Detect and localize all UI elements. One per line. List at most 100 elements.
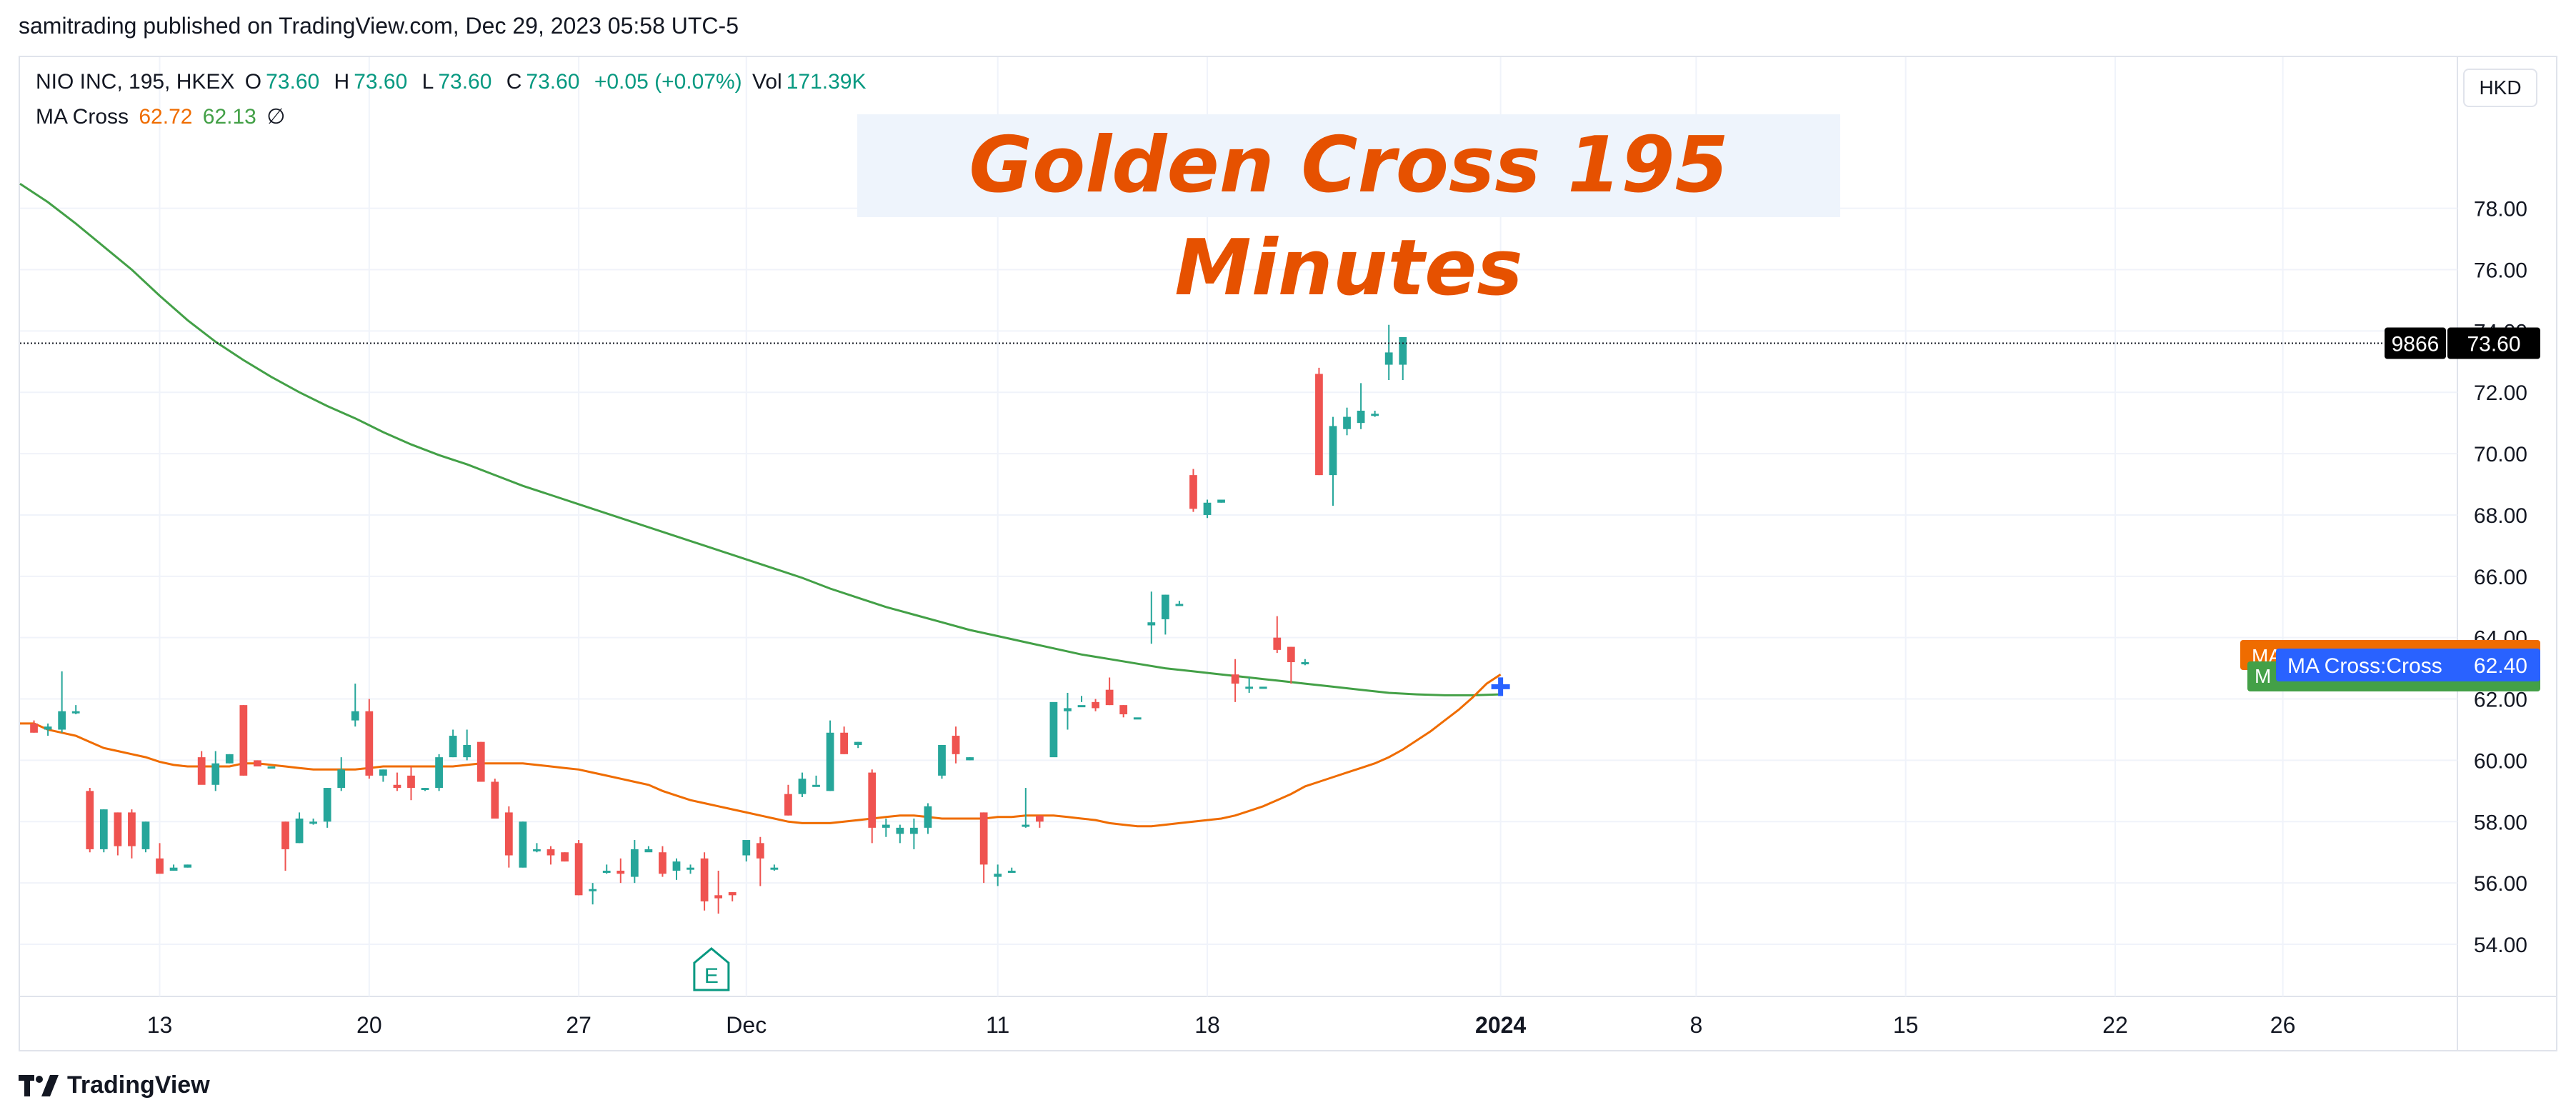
candle-body (784, 794, 792, 816)
candle (169, 864, 178, 871)
ma-fast-line (20, 673, 1502, 828)
candle (337, 757, 346, 791)
candle-body (714, 895, 723, 899)
candle-body (44, 726, 52, 730)
y-tick-label: 72.00 (2474, 381, 2527, 405)
candle (1217, 499, 1225, 503)
candle (449, 729, 457, 758)
candle-body (197, 757, 206, 785)
x-tick-label: 27 (566, 1012, 591, 1038)
candle-body (169, 867, 178, 871)
candle (1022, 788, 1030, 828)
candle-body (463, 744, 471, 758)
candle (99, 809, 108, 853)
candle (393, 772, 401, 791)
candle-body (1119, 705, 1128, 715)
candle (1077, 696, 1086, 708)
ma-cross-symbol: ∅ (266, 105, 286, 129)
candle (435, 754, 443, 791)
candle-body (1287, 646, 1295, 663)
title-annotation[interactable]: Golden Cross 195 Minutes (857, 114, 1840, 313)
candle-body (826, 732, 834, 791)
candle-body (86, 791, 94, 849)
candle (672, 858, 681, 880)
candle (770, 864, 779, 871)
candle-body (630, 849, 639, 877)
candle-body (421, 788, 429, 791)
candle (141, 821, 150, 853)
y-tick-label: 54.00 (2474, 934, 2527, 957)
candle-body (1189, 475, 1197, 509)
last-price-tag-bg (2447, 327, 2540, 359)
candle-body (1147, 622, 1156, 626)
low-value: 73.60 (438, 70, 492, 94)
candle (1189, 469, 1197, 512)
candle (1175, 601, 1184, 606)
candle-body (281, 821, 289, 849)
candle-body (798, 779, 807, 794)
candle (323, 788, 331, 828)
candle-body (1301, 662, 1309, 665)
candle-body (1022, 824, 1030, 827)
candle-body (742, 840, 751, 856)
candle-body (58, 711, 66, 730)
candle-body (1064, 708, 1072, 711)
candle-body (854, 741, 862, 745)
candle-body (533, 849, 541, 851)
candle-body (979, 812, 988, 865)
candle (309, 818, 317, 825)
candle (533, 843, 541, 853)
candle-body (1049, 701, 1058, 758)
candle (854, 741, 862, 749)
candle-body (756, 843, 764, 859)
candle-body (156, 858, 164, 874)
candle-body (323, 788, 331, 822)
candle-body (309, 821, 317, 824)
change-value: +0.05 (+0.07%) (594, 70, 742, 94)
candle (589, 883, 597, 905)
candle-body (659, 852, 667, 874)
candle (896, 824, 904, 844)
candle-body (1245, 686, 1254, 689)
candle (1245, 677, 1254, 693)
candle (687, 864, 694, 874)
candle (1161, 594, 1169, 635)
candle (211, 751, 220, 791)
candle (491, 779, 499, 819)
candle-body (393, 784, 401, 789)
candle-body (141, 821, 150, 849)
candle (938, 744, 946, 779)
candle-body (504, 812, 513, 856)
candle (30, 720, 38, 733)
earnings-marker-icon (693, 947, 730, 991)
tradingview-logo[interactable]: TradingView (19, 1071, 210, 1099)
earnings-marker-label: E (704, 964, 719, 988)
candle-body (644, 849, 653, 853)
candle-body (770, 867, 779, 870)
candle-body (812, 784, 820, 787)
candle (184, 864, 192, 868)
ma-cross-label[interactable]: MA Cross (36, 105, 129, 129)
candle (281, 821, 289, 871)
candle-body (1315, 374, 1323, 476)
candle-body (184, 864, 192, 868)
candle (1315, 367, 1323, 476)
currency-button[interactable]: HKD (2463, 69, 2537, 107)
candle-body (449, 736, 457, 758)
symbol-label[interactable]: NIO INC, 195, HKEX (36, 70, 235, 94)
candle (602, 864, 611, 874)
candle (254, 760, 261, 767)
candle (1105, 677, 1114, 706)
candle (868, 769, 877, 844)
candle-body (1371, 414, 1379, 416)
candle-body (99, 809, 108, 849)
candle (1301, 659, 1309, 666)
y-tick-label: 66.00 (2474, 566, 2527, 589)
candle (267, 766, 276, 769)
candle (1287, 646, 1295, 684)
candle (812, 775, 820, 787)
ma-slow-tag: M (2255, 665, 2271, 687)
candle (1384, 324, 1393, 381)
x-tick-label: 2024 (1475, 1012, 1526, 1038)
